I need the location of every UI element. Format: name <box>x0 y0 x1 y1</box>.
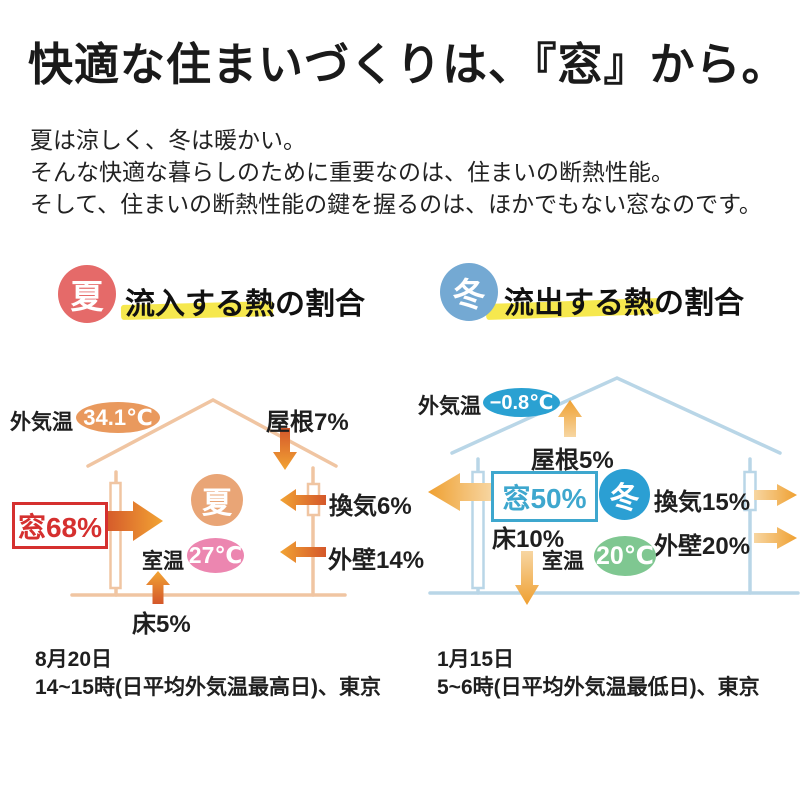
summer-vent-pct-label: 換気6% <box>329 493 412 520</box>
winter-floor-pct-label: 床10% <box>492 526 565 553</box>
intro-line-2: そんな快適な暮らしのために重要なのは、住まいの断熱性能。 <box>30 159 674 185</box>
winter-window-arrow-icon <box>428 473 492 511</box>
summer-outdoor-temp-label: 外気温 <box>10 411 73 434</box>
summer-house-side-window-frame <box>306 482 321 517</box>
winter-room-temp-label: 室温 <box>542 550 584 573</box>
summer-heading: 流入する熱の割合 <box>125 288 365 321</box>
summer-outdoor-temp-oval: 34.1℃ <box>76 402 160 433</box>
winter-vent-pct-label: 換気15% <box>654 489 751 516</box>
winter-wall-pct-label: 外壁20% <box>654 533 751 560</box>
summer-floor-arrow-icon <box>146 571 170 604</box>
winter-wall-arrow-icon <box>754 527 797 549</box>
intro-paragraph: 夏は涼しく、冬は暖かい。 そんな快適な暮らしのために重要なのは、住まいの断熱性能… <box>30 124 762 220</box>
winter-vent-arrow-icon <box>754 484 797 506</box>
winter-floor-arrow-icon <box>515 551 539 605</box>
winter-house-window-frame <box>471 470 485 590</box>
winter-room-temp-oval: 20℃ <box>594 536 656 576</box>
winter-badge: 冬 <box>440 263 498 321</box>
winter-caption-detail: 5~6時(日平均外気温最低日)、東京 <box>437 676 760 699</box>
intro-line-1: 夏は涼しく、冬は暖かい。 <box>30 127 306 153</box>
page-title: 快適な住まいづくりは、『窓』から。 <box>28 39 788 90</box>
summer-floor-pct-label: 床5% <box>132 611 191 638</box>
winter-heading: 流出する熱の割合 <box>504 287 744 320</box>
summer-wall-pct-label: 外壁14% <box>328 547 425 574</box>
summer-window-arrow-icon <box>104 501 163 541</box>
summer-season-circle: 夏 <box>191 474 243 526</box>
winter-roof-pct-label: 屋根5% <box>531 447 614 474</box>
winter-outdoor-temp-oval: −0.8℃ <box>483 388 560 417</box>
summer-caption: 8月20日 14~15時(日平均外気温最高日)、東京 <box>35 646 381 702</box>
winter-window-pct-box: 窓50% <box>491 471 598 522</box>
summer-badge: 夏 <box>58 265 116 323</box>
summer-wall-arrow-icon <box>280 541 326 563</box>
summer-roof-pct-label: 屋根7% <box>266 409 349 436</box>
summer-house-window-frame <box>109 481 122 590</box>
winter-caption: 1月15日 5~6時(日平均外気温最低日)、東京 <box>437 646 760 702</box>
winter-caption-date: 1月15日 <box>437 648 515 671</box>
summer-caption-date: 8月20日 <box>35 648 113 671</box>
winter-season-circle: 冬 <box>599 469 650 520</box>
winter-roof-arrow-icon <box>558 400 582 437</box>
intro-line-3: そして、住まいの断熱性能の鍵を握るのは、ほかでもない窓なのです。 <box>30 191 762 217</box>
summer-vent-arrow-icon <box>280 489 326 511</box>
summer-room-temp-label: 室温 <box>142 550 184 573</box>
summer-caption-detail: 14~15時(日平均外気温最高日)、東京 <box>35 676 381 699</box>
summer-room-temp-oval: 27℃ <box>187 538 244 573</box>
winter-outdoor-temp-label: 外気温 <box>418 395 481 418</box>
summer-window-pct-box: 窓68% <box>12 502 108 549</box>
